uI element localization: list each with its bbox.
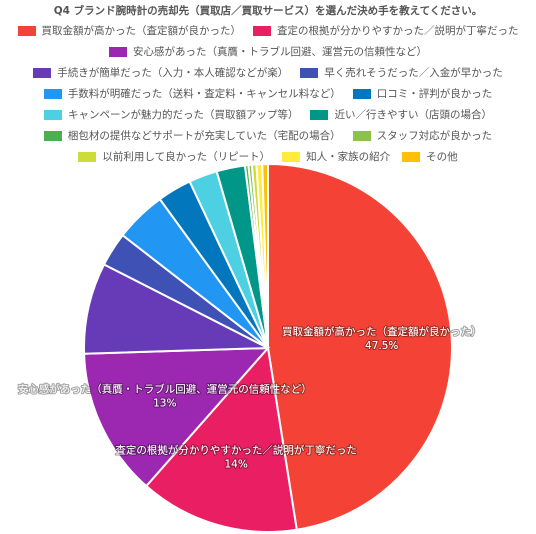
slice-label-name: 買取金額が高かった（査定額が良かった） [282,325,482,338]
slice-label-name: 安心感があった（真贋・トラブル回避、運営元の信頼性など） [18,383,312,396]
legend-swatch [44,109,62,120]
legend-item[interactable]: 早く売れそうだった／入金が早かった [300,65,503,80]
legend-label: 近い／行きやすい（店頭の場合） [334,109,492,121]
legend-item[interactable]: 口コミ・評判が良かった [352,86,493,101]
slice-label-name: 査定の根拠が分かりやすかった／説明が丁寧だった [115,444,357,457]
legend-swatch [402,151,421,162]
legend-swatch [310,109,329,120]
legend-row: 手数料が明確だった（送料・査定料・キャンセル料など） 口コミ・評判が良かった [0,83,536,104]
legend-swatch [253,25,271,36]
slice-label: 査定の根拠が分かりやすかった／説明が丁寧だった査定の根拠が分かりやすかった／説明… [114,442,358,471]
legend-row: 安心感があった（真贋・トラブル回避、運営元の信頼性など） [0,41,536,62]
pie-slice[interactable] [261,162,269,349]
pie-slice[interactable] [267,162,453,531]
legend-label: 早く売れそうだった／入金が早かった [324,67,503,79]
legend-swatch [352,130,371,141]
legend-swatch [282,151,301,162]
legend-label: 査定の根拠が分かりやすかった／説明が丁寧だった [277,25,519,37]
pie-slice[interactable] [83,263,269,355]
slice-label-name: 安心感があった（真贋・トラブル回避、運営元の信頼性など） [18,383,312,396]
slice-label: 安心感があった（真贋・トラブル回避、運営元の信頼性など）安心感があった（真贋・ト… [17,381,313,410]
legend-item[interactable]: 梱包材の提供などサポートが充実していた（宅配の場合） [43,128,341,143]
legend-swatch [78,151,97,162]
legend-label: 知人・家族の紹介 [306,151,391,163]
pie-slice[interactable] [144,345,298,533]
slice-label-value: 47.5% [365,340,398,352]
legend-label: その他 [426,151,458,163]
legend-item[interactable]: 以前利用して良かった（リピート） [78,149,270,164]
legend-item[interactable]: 知人・家族の紹介 [282,149,390,164]
legend-label: 手続きが簡単だった（入力・本人確認などが楽） [57,67,289,79]
chart-legend: 買取金額が高かった（査定額が良かった） 査定の根拠が分かりやすかった／説明が丁寧… [0,20,536,167]
legend-label: 安心感があった（真贋・トラブル回避、運営元の信頼性など） [133,46,427,58]
legend-swatch [17,25,36,36]
legend-label: 梱包材の提供などサポートが充実していた（宅配の場合） [67,130,341,142]
legend-label: 買取金額が高かった（査定額が良かった） [41,25,242,37]
legend-row: 以前利用して良かった（リピート） 知人・家族の紹介 その他 [0,146,536,167]
legend-item[interactable]: 手続きが簡単だった（入力・本人確認などが楽） [33,65,288,80]
legend-swatch [33,67,52,78]
legend-swatch [43,88,62,99]
legend-label: スタッフ対応が良かった [376,130,493,142]
legend-item[interactable]: その他 [402,149,458,164]
legend-item[interactable]: 安心感があった（真贋・トラブル回避、運営元の信頼性など） [109,44,427,59]
chart-title: Q4 ブランド腕時計の売却先（買取店／買取サービス）を選んだ決め手を教えてくださ… [53,5,483,17]
slice-label-value: 14% [225,459,248,471]
legend-swatch [300,67,319,78]
legend-label: キャンペーンが魅力的だった（買取額アップ等） [68,109,299,121]
slice-label-value: 14% [225,459,248,471]
legend-label: 以前利用して良かった（リピート） [102,151,271,163]
legend-label: 口コミ・評判が良かった [376,88,493,100]
legend-row: 手続きが簡単だった（入力・本人確認などが楽） 早く売れそうだった／入金が早かった [0,62,536,83]
legend-row: 梱包材の提供などサポートが充実していた（宅配の場合） スタッフ対応が良かった [0,125,536,146]
slice-label: 買取金額が高かった（査定額が良かった）買取金額が高かった（査定額が良かった）47… [281,324,483,353]
legend-label: 手数料が明確だった（送料・査定料・キャンセル料など） [67,88,341,100]
legend-item[interactable]: 近い／行きやすい（店頭の場合） [310,107,492,122]
legend-item[interactable]: スタッフ対応が良かった [352,128,493,143]
legend-row: 買取金額が高かった（査定額が良かった） 査定の根拠が分かりやすかった／説明が丁寧… [0,20,536,41]
legend-swatch [43,130,62,141]
slice-label-name: 買取金額が高かった（査定額が良かった） [282,325,482,338]
legend-item[interactable]: 手数料が明確だった（送料・査定料・キャンセル料など） [43,86,341,101]
legend-item[interactable]: 買取金額が高かった（査定額が良かった） [17,23,242,38]
legend-row: キャンペーンが魅力的だった（買取額アップ等） 近い／行きやすい（店頭の場合） [0,104,536,125]
legend-swatch [352,88,371,99]
slice-label-name: 査定の根拠が分かりやすかった／説明が丁寧だった [115,444,357,457]
pie-slice[interactable] [83,346,271,488]
legend-swatch [109,46,127,57]
slice-label-value: 47.5% [365,340,398,352]
slice-label-value: 13% [153,398,176,410]
slice-label-value: 13% [153,398,176,410]
legend-item[interactable]: キャンペーンが魅力的だった（買取額アップ等） [44,107,298,122]
legend-item[interactable]: 査定の根拠が分かりやすかった／説明が丁寧だった [253,23,519,38]
